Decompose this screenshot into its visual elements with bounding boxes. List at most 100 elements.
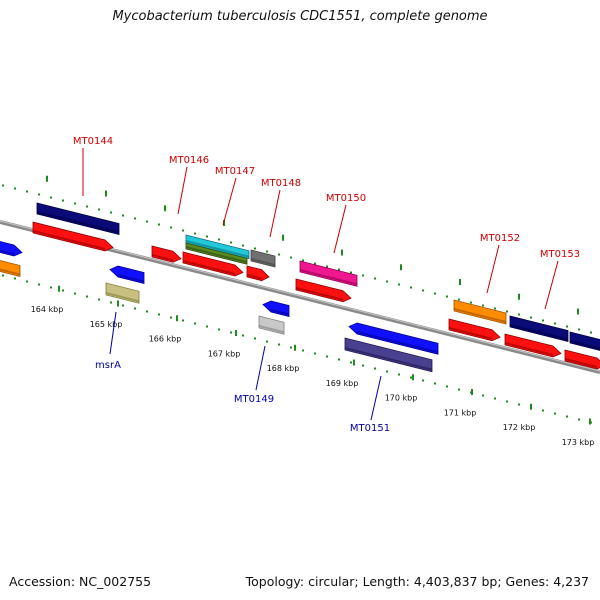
tick-dot	[518, 403, 520, 406]
tick-dot	[554, 412, 556, 415]
gene-label-MT0149[interactable]: MT0149	[234, 394, 274, 405]
tick-dot	[266, 340, 268, 343]
tick-dot	[542, 409, 544, 412]
tick-dot	[122, 304, 124, 307]
tick-dot	[86, 295, 88, 298]
tick-dot	[194, 322, 196, 325]
tick-dot	[422, 379, 424, 382]
tick-label: 171 kbp	[444, 408, 477, 417]
genome-stats-text: Topology: circular; Length: 4,403,837 bp…	[245, 574, 589, 589]
tick-dot	[98, 208, 100, 211]
tick-dot	[26, 280, 28, 283]
tick-dot	[206, 235, 208, 238]
tick-dot	[26, 190, 28, 193]
tick-dot	[530, 316, 532, 319]
tick-dot	[578, 418, 580, 421]
tick-dot	[254, 337, 256, 340]
gene-label-MT0147[interactable]: MT0147	[215, 166, 255, 177]
tick-dot	[350, 361, 352, 364]
gene-shade	[105, 292, 140, 303]
tick-dot	[446, 295, 448, 298]
gene-label-MT0152[interactable]: MT0152	[480, 233, 520, 244]
tick-dot	[470, 301, 472, 304]
tick-dot	[278, 343, 280, 346]
gene-shade	[258, 325, 285, 334]
map-title: Mycobacterium tuberculosis CDC1551, comp…	[112, 9, 488, 24]
tick-dot	[182, 229, 184, 232]
tick-dot	[146, 310, 148, 313]
tick-dot	[242, 244, 244, 247]
tick-dot	[458, 298, 460, 301]
tick-dot	[230, 331, 232, 334]
gene-shade	[299, 269, 358, 286]
tick-dot	[566, 415, 568, 418]
gene-label-MT0144[interactable]: MT0144	[73, 136, 113, 147]
tick-dot	[338, 358, 340, 361]
gene-label-MT0146[interactable]: MT0146	[169, 155, 209, 166]
tick-dot	[314, 262, 316, 265]
tick-dot	[206, 325, 208, 328]
tick-dot	[2, 184, 4, 187]
tick-dot	[590, 331, 592, 334]
tick-dot	[14, 277, 16, 280]
tick-dot	[326, 355, 328, 358]
gene-shade	[32, 230, 106, 250]
tick-dot	[230, 241, 232, 244]
tick-dot	[410, 286, 412, 289]
tick-dot	[218, 328, 220, 331]
gene-shade	[448, 327, 493, 340]
gene-shade	[185, 240, 250, 258]
gene-shade	[344, 347, 433, 371]
tick-label: 166 kbp	[149, 335, 182, 344]
tick-dot	[494, 307, 496, 310]
tick-dot	[338, 268, 340, 271]
tick-dot	[254, 247, 256, 250]
gene-label-MT0150[interactable]: MT0150	[326, 193, 366, 204]
tick-dot	[122, 214, 124, 217]
gene-shade	[250, 258, 276, 266]
tick-label: 164 kbp	[31, 305, 64, 314]
tick-dot	[74, 292, 76, 295]
tick-dot	[506, 310, 508, 313]
gene-label-msrA[interactable]: msrA	[95, 360, 121, 371]
tick-dot	[554, 322, 556, 325]
tick-dot-tracks	[2, 184, 592, 424]
tick-dot	[482, 304, 484, 307]
tick-dot	[482, 394, 484, 397]
tick-dot	[494, 397, 496, 400]
gene-shade	[151, 254, 174, 262]
tick-dot	[50, 286, 52, 289]
tick-dot	[374, 277, 376, 280]
tick-dot	[194, 232, 196, 235]
gene-shade	[0, 268, 21, 276]
tick-dot	[74, 202, 76, 205]
tick-dot	[170, 316, 172, 319]
tick-dot	[506, 400, 508, 403]
gene-label-MT0148[interactable]: MT0148	[261, 178, 301, 189]
tick-dot	[362, 364, 364, 367]
gene-shade	[182, 260, 236, 275]
tick-dot	[518, 313, 520, 316]
tick-dot	[158, 313, 160, 316]
tick-label: 170 kbp	[385, 394, 418, 403]
tick-dot	[398, 283, 400, 286]
accession-text: Accession: NC_002755	[9, 574, 152, 589]
tick-dot	[434, 382, 436, 385]
tick-dot	[578, 328, 580, 331]
tick-dot	[98, 298, 100, 301]
tick-dot	[86, 205, 88, 208]
tick-dot	[302, 259, 304, 262]
tick-dot	[566, 325, 568, 328]
gene-label-MT0151[interactable]: MT0151	[350, 423, 390, 434]
gene-features	[0, 202, 600, 373]
tick-dot	[134, 307, 136, 310]
gene-shade	[0, 249, 15, 255]
tick-dot	[350, 271, 352, 274]
gene-label-MT0153[interactable]: MT0153	[540, 249, 580, 260]
forward-gene-labels: MT0144 MT0146 MT0147 MT0148 MT0150 MT015…	[73, 136, 580, 310]
tick-dot	[374, 367, 376, 370]
gene-shade	[36, 211, 120, 234]
tick-dot	[134, 217, 136, 220]
tick-dot	[278, 253, 280, 256]
